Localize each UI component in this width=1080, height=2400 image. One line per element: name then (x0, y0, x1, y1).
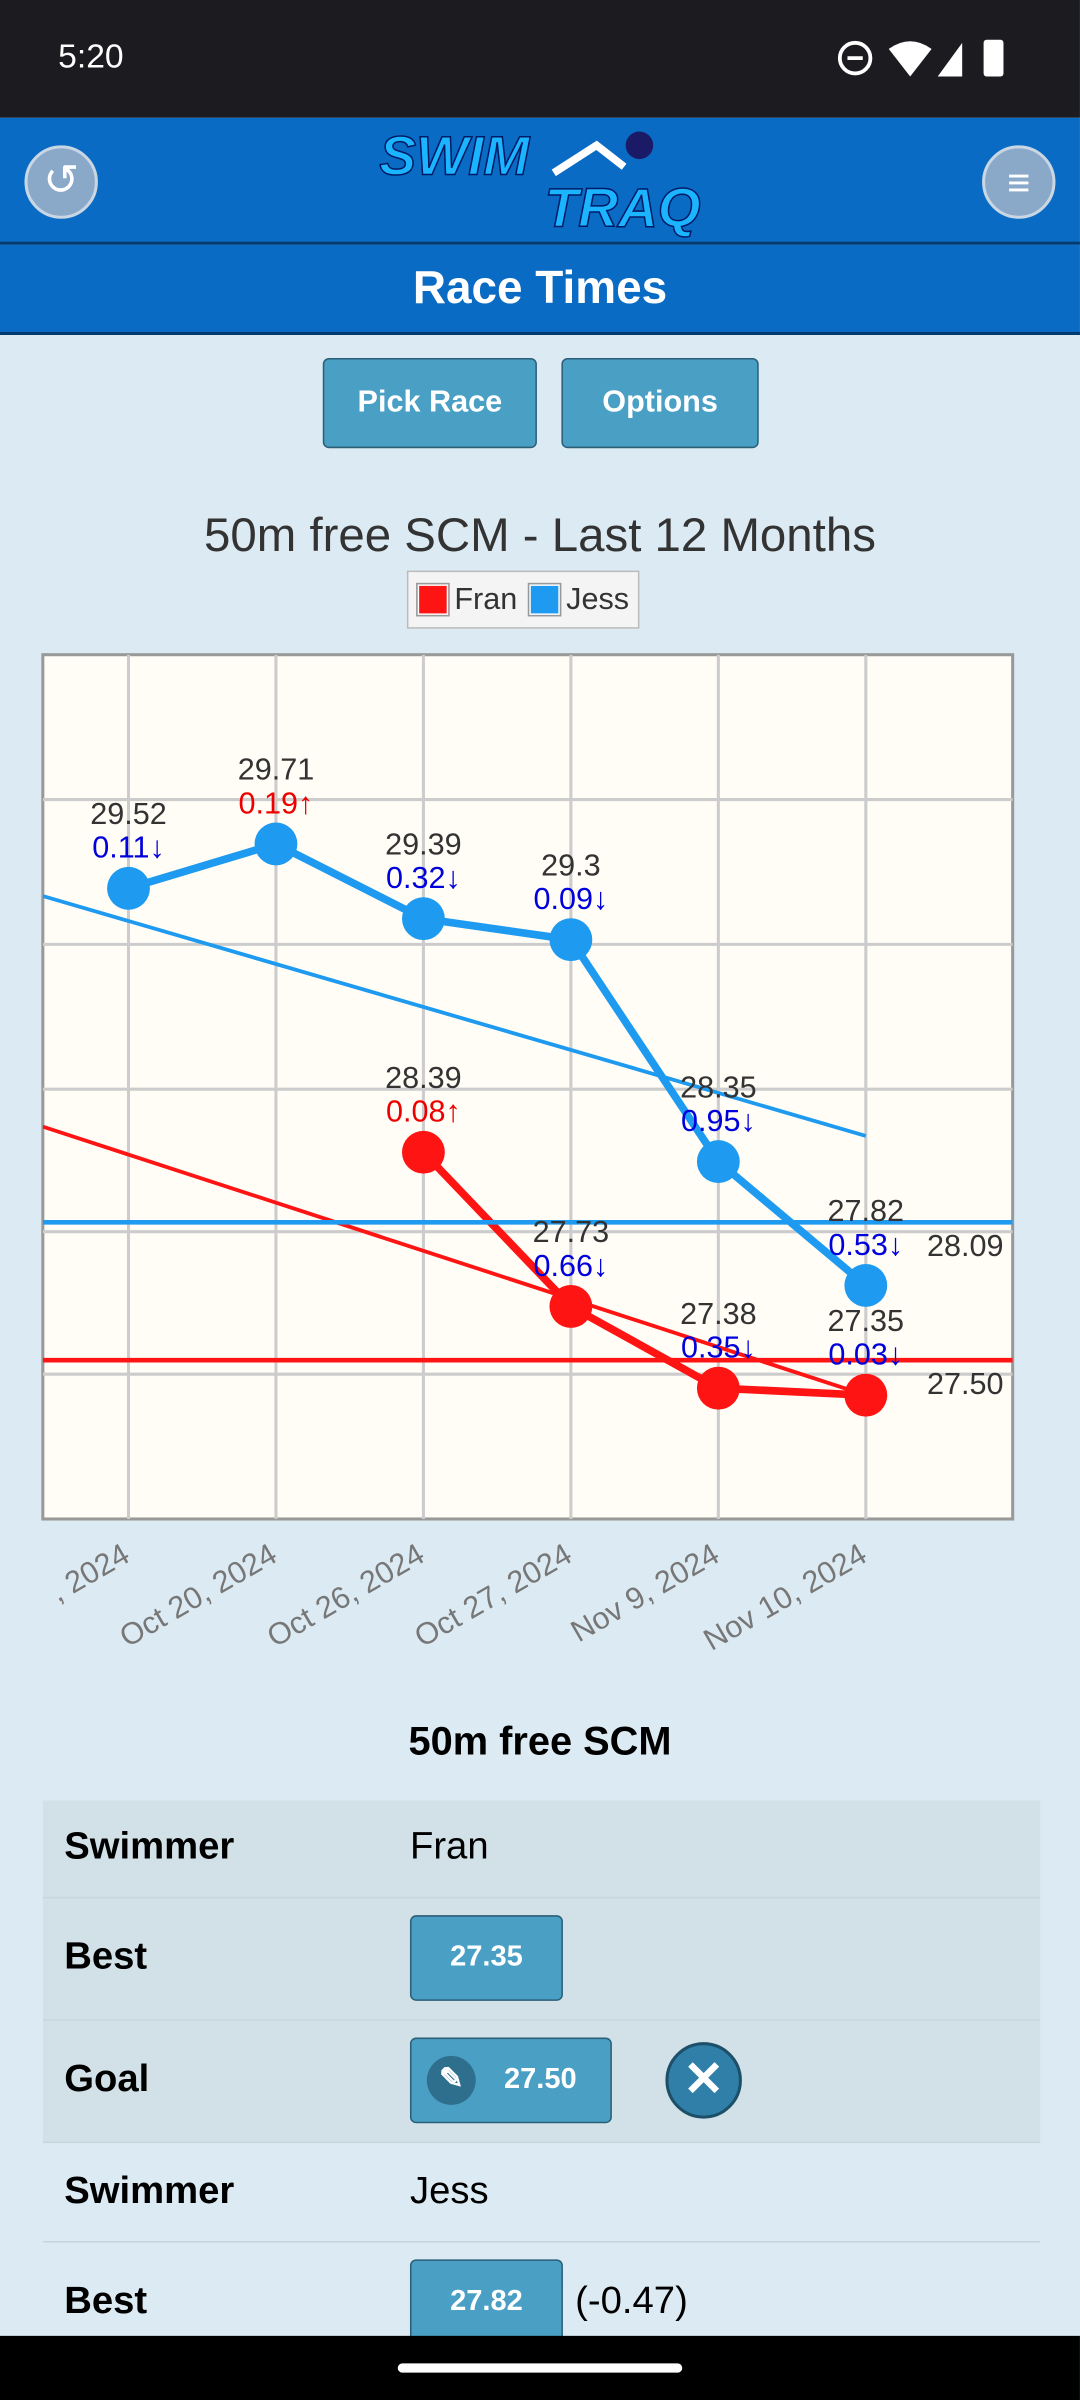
x-tick-label: Nov 10, 2024 (698, 1537, 873, 1657)
row-label: Goal (64, 2057, 150, 2101)
chart-title: 50m free SCM - Last 12 Months (204, 509, 876, 562)
legend-label: Jess (566, 582, 630, 616)
best-button[interactable]: 27.35 (409, 1915, 563, 2001)
row-value: Fran (409, 1824, 489, 1868)
legend-swatch (527, 582, 562, 617)
nav-bar (0, 2335, 1080, 2400)
delta-label: 0.35↓ (681, 1331, 756, 1365)
table-title: 50m free SCM (408, 1717, 672, 1764)
legend-swatch (416, 582, 450, 617)
logo-bottom: TRAQ (544, 175, 702, 239)
data-point (696, 1366, 740, 1410)
value-label: 27.38 (680, 1297, 757, 1331)
trend-line (42, 894, 867, 1138)
row-label: Swimmer (64, 1824, 235, 1868)
legend-label: Fran (454, 582, 518, 616)
app-bar: ↺ SWIM TRAQ ≡ (0, 117, 1080, 245)
delta-label: 0.32↓ (386, 861, 461, 895)
best-button[interactable]: 27.82 (409, 2259, 563, 2346)
logo-top: SWIM (379, 123, 530, 187)
home-handle[interactable] (397, 2363, 683, 2373)
goal-button[interactable]: ✎ 27.50 (409, 2037, 612, 2124)
table-row: Swimmer Fran (42, 1800, 1041, 1899)
data-point (107, 866, 150, 910)
data-point (549, 918, 593, 962)
x-tick-label: , 2024 (44, 1537, 135, 1609)
delta-label: 0.11↓ (92, 831, 165, 865)
x-tick-label: Oct 27, 2024 (409, 1537, 578, 1654)
clock: 5:20 (58, 36, 124, 75)
table-row: Best 27.82 (-0.47) (43, 2243, 1040, 2365)
delta-label: 0.08↑ (386, 1095, 461, 1129)
delta-label: 0.09↓ (533, 882, 608, 916)
row-label: Swimmer (64, 2169, 235, 2212)
series-line (420, 1149, 866, 1400)
status-bar: 5:20 (0, 0, 1080, 118)
value-label: 29.3 (541, 848, 601, 882)
trend-line (42, 1124, 867, 1398)
page-title: Race Times (0, 244, 1080, 336)
row-label: Best (64, 2279, 148, 2323)
delta-label: 0.53↓ (828, 1228, 903, 1262)
table-row: Swimmer Jess (42, 2143, 1041, 2243)
legend-item[interactable]: Jess (527, 582, 630, 617)
best-diff: (-0.47) (575, 2279, 688, 2323)
legend: Fran Jess (406, 570, 640, 629)
clear-goal-button[interactable]: ✕ (665, 2042, 742, 2119)
goal-value: 27.50 (503, 2063, 577, 2096)
row-value: Jess (409, 2169, 489, 2212)
value-label: 29.52 (90, 797, 167, 831)
value-label: 29.39 (385, 827, 462, 861)
table-row: Goal ✎ 27.50 ✕ (42, 2020, 1041, 2144)
value-label: 29.71 (238, 753, 315, 787)
logo-swimmer (551, 131, 654, 177)
data-point (254, 822, 298, 866)
value-label: 28.39 (385, 1061, 462, 1095)
data-point (696, 1140, 740, 1184)
chart: 50m free SCM - Last 12 Months 27.50 28.09… (41, 509, 1015, 1657)
delta-label: 0.03↓ (828, 1338, 903, 1372)
value-label: 28.35 (680, 1070, 757, 1104)
row-label: Best (64, 1935, 148, 1978)
data-point (402, 1130, 445, 1174)
delta-label: 0.19↑ (239, 786, 314, 820)
value-label: 27.73 (533, 1215, 610, 1249)
data-point (844, 1263, 888, 1307)
delta-label: 0.95↓ (681, 1104, 756, 1138)
back-button[interactable]: ↺ (24, 145, 98, 219)
value-label: 27.35 (828, 1304, 905, 1338)
status-icons (837, 39, 1004, 77)
goal-label: 28.09 (927, 1229, 1004, 1263)
value-label: 27.82 (828, 1194, 905, 1228)
data-point (402, 897, 445, 941)
data-point (844, 1373, 888, 1417)
legend-item[interactable]: Fran (416, 582, 518, 617)
data-point (549, 1285, 593, 1328)
pick-race-button[interactable]: Pick Race (322, 357, 537, 449)
x-tick-label: Oct 26, 2024 (261, 1537, 430, 1654)
goal-label: 27.50 (927, 1367, 1004, 1401)
edit-icon: ✎ (426, 2055, 476, 2105)
table-row: Best 27.35 (42, 1898, 1041, 2021)
series-line (127, 839, 869, 1289)
options-button[interactable]: Options (561, 357, 759, 449)
delta-label: 0.66↓ (533, 1249, 608, 1283)
menu-button[interactable]: ≡ (982, 145, 1056, 219)
x-tick-label: Oct 20, 2024 (114, 1537, 283, 1654)
